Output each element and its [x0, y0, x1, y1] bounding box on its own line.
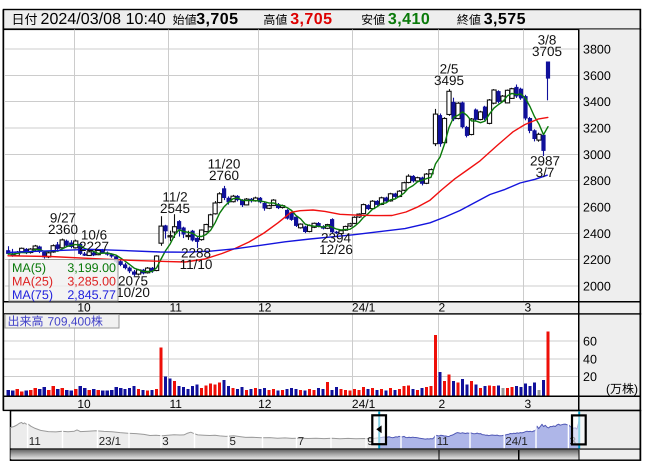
svg-text:10: 10	[77, 397, 91, 411]
svg-text:2075: 2075	[118, 274, 148, 289]
svg-text:3,410: 3,410	[388, 11, 430, 28]
svg-text:2987: 2987	[530, 154, 560, 169]
svg-text:3600: 3600	[583, 69, 611, 83]
svg-text:12: 12	[258, 397, 272, 411]
svg-text:3705: 3705	[532, 44, 562, 59]
svg-text:MA(75): MA(75)	[12, 288, 53, 302]
svg-text:(万株): (万株)	[606, 382, 638, 396]
svg-text:3/7: 3/7	[536, 165, 555, 180]
svg-text:2: 2	[439, 397, 446, 411]
svg-text:2600: 2600	[583, 201, 611, 215]
svg-text:3,575: 3,575	[484, 11, 526, 28]
svg-text:3200: 3200	[583, 122, 611, 136]
svg-text:3: 3	[162, 436, 168, 448]
svg-text:3: 3	[525, 301, 532, 315]
svg-text:MA(5): MA(5)	[12, 261, 46, 275]
svg-text:7: 7	[298, 436, 304, 448]
svg-text:10: 10	[77, 301, 91, 315]
svg-text:2288: 2288	[181, 246, 211, 261]
svg-text:709,400株: 709,400株	[48, 315, 103, 329]
svg-text:5: 5	[230, 436, 236, 448]
svg-text:MA(25): MA(25)	[12, 275, 53, 289]
svg-text:9/27: 9/27	[50, 211, 76, 226]
svg-text:2800: 2800	[583, 174, 611, 188]
svg-text:3,705: 3,705	[196, 11, 238, 28]
svg-text:11/2: 11/2	[162, 190, 187, 205]
svg-text:2760: 2760	[209, 168, 239, 183]
svg-text:2000: 2000	[583, 280, 611, 294]
svg-text:2,845.77: 2,845.77	[67, 288, 116, 302]
svg-text:高値: 高値	[263, 13, 287, 27]
svg-text:2: 2	[439, 301, 446, 315]
svg-text:11: 11	[169, 301, 182, 315]
svg-text:2360: 2360	[48, 222, 78, 237]
svg-text:2545: 2545	[160, 201, 190, 216]
svg-text:24/1: 24/1	[352, 301, 376, 315]
svg-text:10/6: 10/6	[81, 228, 107, 243]
svg-text:24/1: 24/1	[505, 436, 527, 448]
svg-text:12/26: 12/26	[319, 242, 353, 257]
svg-text:24/1: 24/1	[352, 397, 376, 411]
svg-text:11: 11	[437, 436, 449, 448]
svg-text:3,199.00: 3,199.00	[67, 261, 116, 275]
svg-text:始値: 始値	[173, 13, 197, 27]
svg-text:安値: 安値	[361, 13, 385, 27]
svg-text:10/20: 10/20	[116, 285, 150, 300]
svg-text:23/1: 23/1	[99, 436, 121, 448]
svg-text:2400: 2400	[583, 227, 611, 241]
svg-text:終値: 終値	[457, 13, 481, 27]
svg-text:日付: 日付	[12, 12, 38, 27]
svg-text:3,705: 3,705	[290, 11, 332, 28]
svg-text:2/5: 2/5	[440, 62, 459, 77]
svg-text:3495: 3495	[434, 73, 464, 88]
svg-text:11: 11	[29, 436, 41, 448]
svg-text:11: 11	[169, 397, 182, 411]
svg-text:2227: 2227	[79, 239, 109, 254]
svg-text:60: 60	[583, 335, 597, 349]
svg-text:2024/03/08 10:40: 2024/03/08 10:40	[41, 11, 166, 28]
svg-text:40: 40	[583, 352, 597, 366]
svg-text:20: 20	[583, 370, 597, 384]
svg-text:11/10: 11/10	[180, 257, 213, 272]
svg-text:3000: 3000	[583, 148, 611, 162]
svg-text:3400: 3400	[583, 95, 611, 109]
svg-text:9: 9	[367, 436, 373, 448]
svg-text:2200: 2200	[583, 253, 611, 267]
svg-text:3: 3	[525, 397, 532, 411]
svg-text:出来高: 出来高	[8, 315, 44, 329]
svg-text:2394: 2394	[321, 231, 352, 246]
svg-text:12: 12	[258, 301, 272, 315]
svg-text:3/8: 3/8	[538, 33, 557, 48]
svg-text:11/20: 11/20	[208, 157, 241, 172]
svg-text:3,285.00: 3,285.00	[67, 275, 116, 289]
svg-text:3800: 3800	[583, 42, 611, 56]
